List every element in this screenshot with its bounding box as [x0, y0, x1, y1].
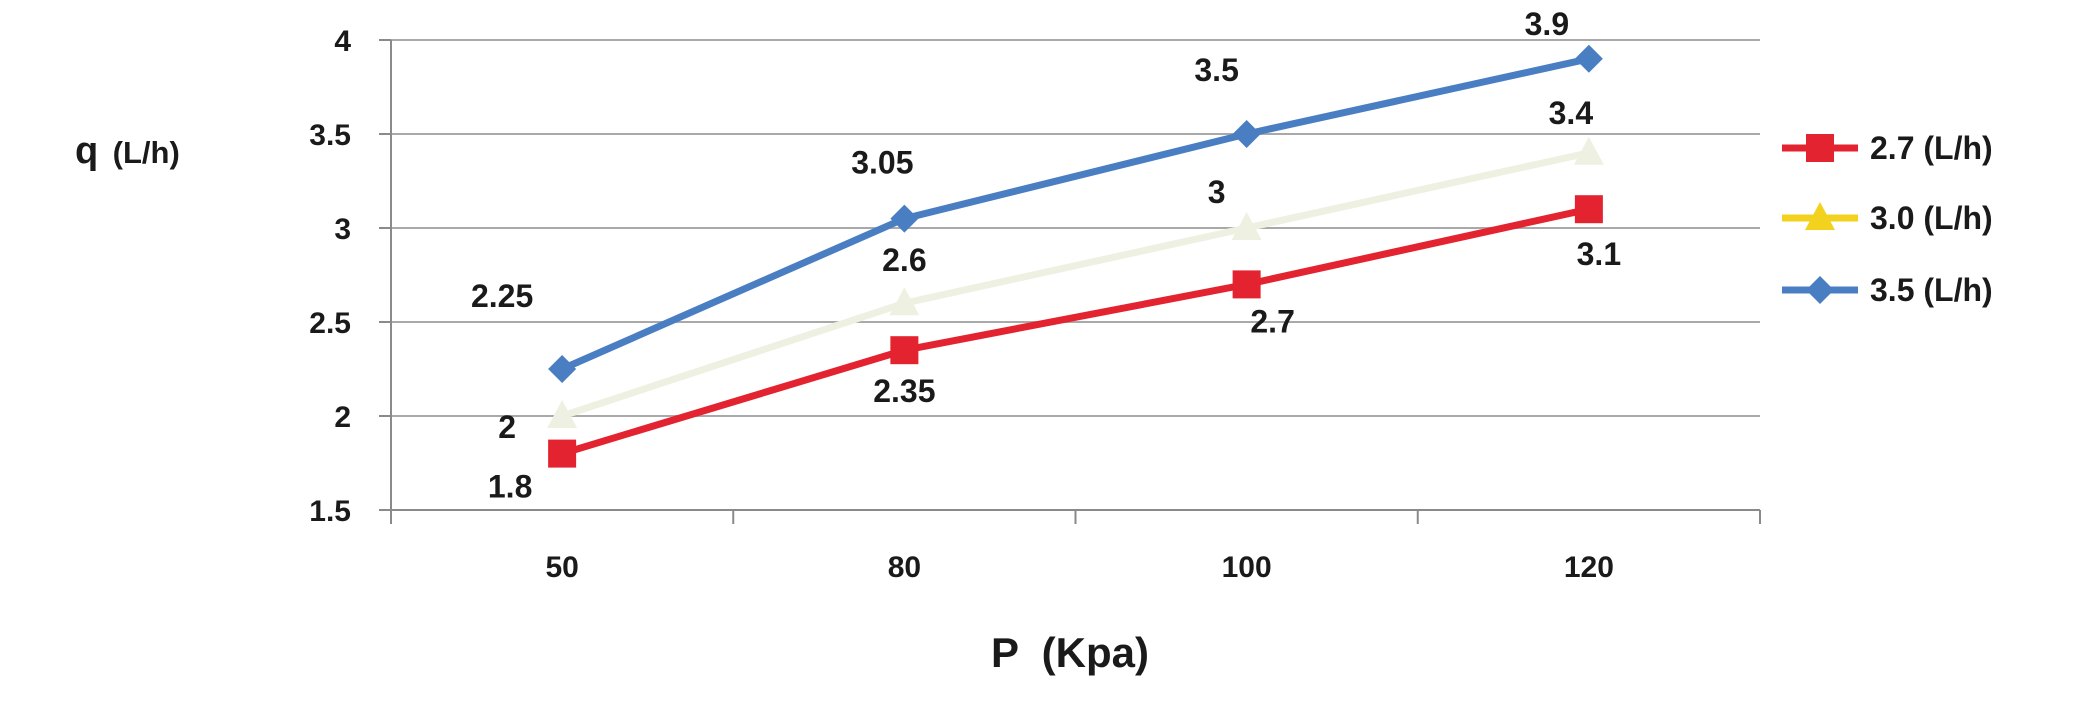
legend-swatch-marker — [1806, 276, 1834, 304]
x-tick-label: 100 — [1222, 551, 1272, 584]
data-point — [1232, 120, 1261, 148]
data-point — [890, 204, 919, 233]
legend-item-0: 2.7 (L/h) — [1782, 130, 1993, 166]
x-tick-label: 50 — [545, 551, 578, 584]
data-point — [1574, 195, 1603, 224]
legend-swatch-marker — [1806, 134, 1834, 162]
axis-layer: 1.5 2 2.5 3 3.5 4 50 80 100 120 — [309, 25, 1761, 584]
y-tick-label: 2.5 — [309, 307, 351, 340]
legend-item-2: 3.5 (L/h) — [1782, 272, 1993, 308]
data-point — [548, 355, 577, 383]
series-1 — [547, 136, 1604, 428]
data-label: 2 — [498, 409, 516, 445]
legend-label: 3.0 (L/h) — [1870, 200, 1993, 236]
data-label: 2.7 — [1250, 303, 1294, 339]
data-point — [548, 439, 577, 468]
legend-item-1: 3.0 (L/h) — [1782, 200, 1993, 236]
x-axis-title: P (Kpa) — [991, 629, 1149, 676]
x-tick-label: 80 — [888, 551, 921, 584]
data-label: 3 — [1208, 174, 1226, 210]
data-label: 3.9 — [1525, 6, 1569, 42]
data-point — [1574, 44, 1603, 73]
data-label: 1.8 — [488, 469, 532, 505]
y-tick-label: 3 — [334, 213, 351, 246]
y-tick-label: 3.5 — [309, 119, 351, 152]
data-label: 3.5 — [1194, 52, 1238, 88]
grid-layer — [391, 39, 1760, 417]
y-axis-title: q (L/h) — [75, 130, 180, 172]
data-label: 2.35 — [873, 373, 935, 409]
legend-label: 3.5 (L/h) — [1870, 272, 1993, 308]
series-0 — [548, 195, 1603, 468]
y-axis-title-symbol: q — [75, 130, 98, 172]
data-label: 3.1 — [1577, 236, 1621, 272]
data-label-layer: 1.8 2.35 2.7 3.1 2 2.6 3 3.4 2.25 3.05 3.5 3.9 — [471, 6, 1621, 505]
data-label: 3.4 — [1549, 95, 1594, 131]
x-tick-label: 120 — [1564, 551, 1614, 584]
legend-label: 2.7 (L/h) — [1870, 130, 1993, 166]
series-line — [560, 55, 1590, 373]
data-label: 3.05 — [851, 145, 913, 181]
legend-swatch-marker — [1805, 202, 1835, 230]
data-point — [890, 336, 919, 365]
series-line — [561, 205, 1590, 457]
series-2 — [548, 44, 1603, 383]
data-label: 2.25 — [471, 278, 533, 314]
legend: 2.7 (L/h) 3.0 (L/h) 3.5 (L/h) — [1782, 130, 1993, 308]
data-point — [889, 287, 920, 316]
data-point — [547, 400, 578, 428]
data-point — [1232, 270, 1261, 299]
y-tick-label: 2 — [334, 401, 351, 434]
y-tick-label: 1.5 — [309, 495, 351, 528]
data-label: 2.6 — [882, 242, 926, 278]
y-tick-label: 4 — [334, 25, 351, 58]
series-line — [561, 149, 1590, 420]
data-point — [1231, 212, 1262, 240]
y-axis-title-unit: (L/h) — [113, 135, 180, 170]
data-point — [1573, 136, 1604, 165]
series-layer — [547, 44, 1604, 468]
